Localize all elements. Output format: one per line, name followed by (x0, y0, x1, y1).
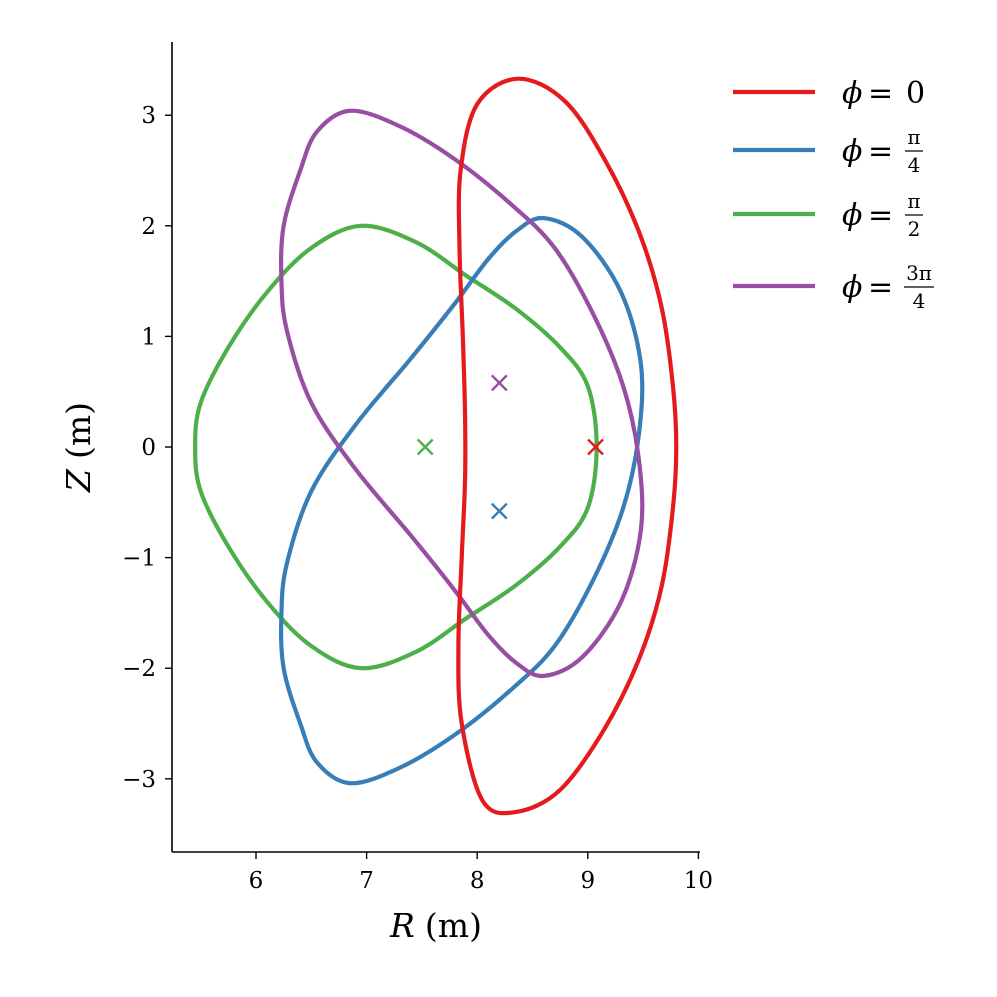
x-tick-label: 6 (249, 868, 264, 894)
plot-area (193, 76, 679, 816)
x-tick-label: 8 (470, 868, 485, 894)
legend-numerator: 3π (906, 261, 932, 285)
series-boundary-1 (278, 215, 645, 786)
magnetic-axis-marker-2 (416, 438, 434, 456)
legend-value: 0 (906, 76, 925, 111)
y-ticks: −3 −2 −1 0 1 2 3 (122, 103, 172, 793)
series-boundary-2 (193, 223, 599, 671)
legend-denominator: 4 (913, 289, 926, 313)
legend-entry-3: ϕ = 3π 4 (733, 261, 934, 313)
magnetic-axis-marker-1 (490, 502, 508, 520)
y-tick-label: −3 (122, 767, 156, 793)
x-ticks: 6 7 8 9 10 (249, 852, 713, 894)
legend-equals: = (868, 270, 893, 305)
series-boundary-0 (456, 76, 679, 816)
legend-denominator: 4 (908, 153, 921, 177)
legend-numerator: π (907, 189, 920, 213)
legend-symbol: ϕ (842, 76, 862, 111)
x-tick-label: 7 (359, 868, 374, 894)
legend-symbol: ϕ (842, 270, 862, 305)
legend-symbol: ϕ (842, 198, 862, 233)
x-tick-label: 10 (684, 868, 713, 894)
legend-entry-1: ϕ = π 4 (733, 125, 923, 177)
y-axis-title: Z (m) (59, 402, 98, 493)
y-tick-label: 0 (141, 435, 156, 461)
magnetic-axis-marker-3 (490, 374, 508, 392)
x-axis-title: R (m) (389, 906, 482, 945)
y-tick-label: 1 (141, 324, 156, 350)
legend-entry-2: ϕ = π 2 (733, 189, 923, 241)
y-axis-unit: (m) (59, 402, 98, 459)
y-tick-label: 2 (141, 214, 156, 240)
legend-equals: = (868, 134, 893, 169)
legend-denominator: 2 (908, 217, 921, 241)
series-boundary-3 (278, 108, 645, 679)
y-tick-label: 3 (141, 103, 156, 129)
legend-symbol: ϕ (842, 134, 862, 169)
x-axis-unit: (m) (425, 906, 482, 945)
x-tick-label: 9 (580, 868, 595, 894)
legend-equals: = (868, 76, 893, 111)
y-axis-symbol: Z (59, 468, 98, 493)
legend-equals: = (868, 198, 893, 233)
legend-entry-0: ϕ = 0 (733, 76, 925, 111)
legend-numerator: π (907, 125, 920, 149)
y-tick-label: −2 (122, 656, 156, 682)
legend: ϕ = 0ϕ = π4ϕ = π2ϕ = 3π4 (733, 76, 934, 313)
x-axis-symbol: R (389, 906, 415, 945)
magnetic-axis-marker-0 (587, 438, 604, 456)
y-tick-label: −1 (122, 546, 156, 572)
